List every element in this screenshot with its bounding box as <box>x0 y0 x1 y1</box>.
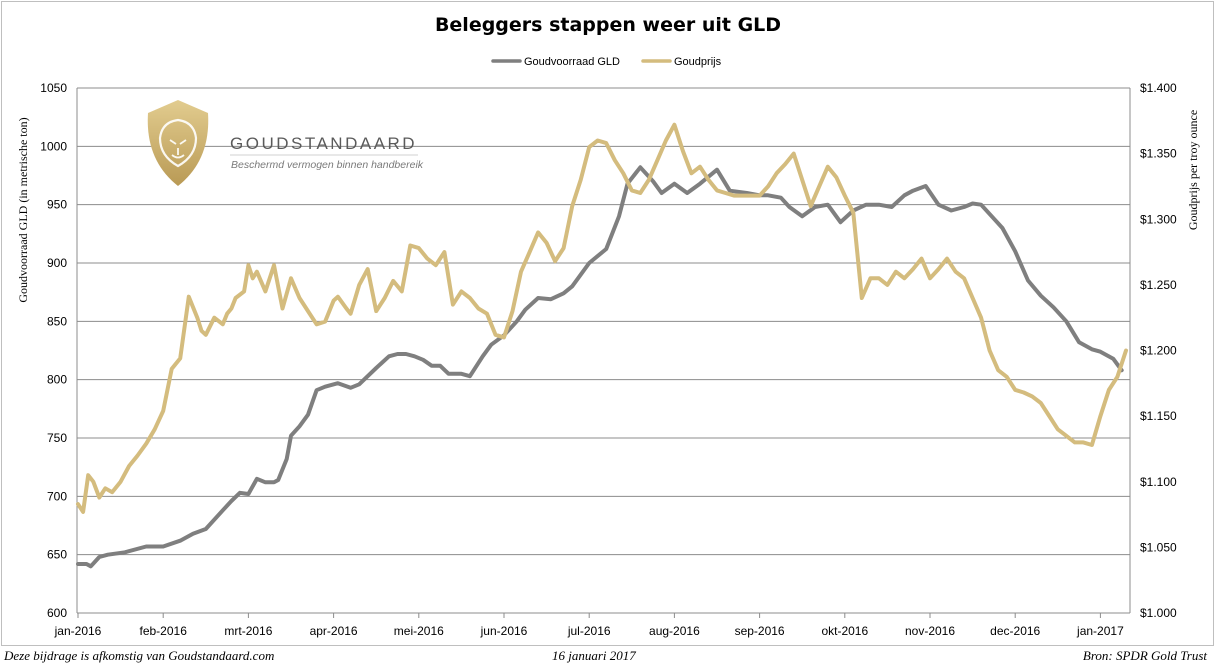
chart-frame <box>1 1 1214 646</box>
logo-tagline: Beschermd vermogen binnen handbereik <box>231 159 424 171</box>
y2-tick-label: $1.350 <box>1140 147 1177 161</box>
footer-attribution: Deze bijdrage is afkomstig van Goudstand… <box>4 648 275 663</box>
x-tick-label: okt-2016 <box>821 624 868 638</box>
footer-date: 16 januari 2017 <box>552 648 636 663</box>
y2-tick-label: $1.250 <box>1140 278 1177 292</box>
x-axis-ticks: jan-2016 feb-2016 mrt-2016 apr-2016 mei-2016… <box>54 613 1124 638</box>
y-axis-right-ticks: $1.000 $1.050 $1.100 $1.150 $1.200 $1.250 $1.3… <box>1140 81 1177 620</box>
x-tick-label: jan-2016 <box>54 624 102 638</box>
y2-tick-label: $1.300 <box>1140 212 1177 226</box>
x-tick-label: mei-2016 <box>394 624 444 638</box>
x-tick-label: nov-2016 <box>905 624 955 638</box>
footer-source: Bron: SPDR Gold Trust <box>1082 648 1207 663</box>
y-tick-label: 750 <box>47 431 67 445</box>
y-tick-label: 600 <box>47 606 67 620</box>
logo-wordmark: GOUDSTANDAARD <box>230 134 417 153</box>
y-axis-left-label: Goudvoorraad GLD (in metrische ton) <box>16 117 30 302</box>
x-tick-label: jan-2017 <box>1076 624 1124 638</box>
series-line-gold <box>76 122 1128 514</box>
lion-face-icon <box>158 118 198 168</box>
y-axis-right-label: Goudprijs per troy ounce <box>1186 110 1200 230</box>
y-tick-label: 900 <box>47 256 67 270</box>
y2-tick-label: $1.400 <box>1140 81 1177 95</box>
y2-tick-label: $1.000 <box>1140 606 1177 620</box>
y-tick-label: 950 <box>47 198 67 212</box>
x-tick-label: feb-2016 <box>140 624 188 638</box>
y-axis-left-ticks: 600 650 700 750 800 850 900 950 1000 1050 <box>40 81 67 620</box>
goudstandaard-logo: GOUDSTANDAARD Beschermd vermogen binnen … <box>147 100 424 186</box>
y2-tick-label: $1.200 <box>1140 344 1177 358</box>
y-tick-label: 850 <box>47 314 67 328</box>
y2-tick-label: $1.050 <box>1140 540 1177 554</box>
y-tick-label: 800 <box>47 373 67 387</box>
y-tick-label: 650 <box>47 548 67 562</box>
legend: Goudvoorraad GLD Goudprijs <box>491 56 722 68</box>
footer: Deze bijdrage is afkomstig van Goudstand… <box>4 648 1213 666</box>
legend-label-gold: Goudprijs <box>674 56 722 68</box>
x-tick-label: mrt-2016 <box>224 624 272 638</box>
y2-tick-label: $1.150 <box>1140 409 1177 423</box>
chart-title: Beleggers stappen weer uit GLD <box>435 14 781 36</box>
x-tick-label: jul-2016 <box>567 624 611 638</box>
x-tick-label: sep-2016 <box>735 624 785 638</box>
y2-tick-label: $1.100 <box>1140 475 1177 489</box>
x-tick-label: dec-2016 <box>990 624 1040 638</box>
grid-lines <box>76 87 1131 614</box>
y-tick-label: 1000 <box>40 139 67 153</box>
series-line-gld <box>76 165 1124 569</box>
x-tick-label: jun-2016 <box>480 624 528 638</box>
legend-label-gld: Goudvoorraad GLD <box>524 56 620 68</box>
y-tick-label: 700 <box>47 489 67 503</box>
x-tick-label: apr-2016 <box>310 624 358 638</box>
lion-shield-icon <box>147 100 209 186</box>
y-tick-label: 1050 <box>40 81 67 95</box>
chart: Beleggers stappen weer uit GLD Goudvoorr… <box>16 14 1200 638</box>
x-tick-label: aug-2016 <box>649 624 700 638</box>
